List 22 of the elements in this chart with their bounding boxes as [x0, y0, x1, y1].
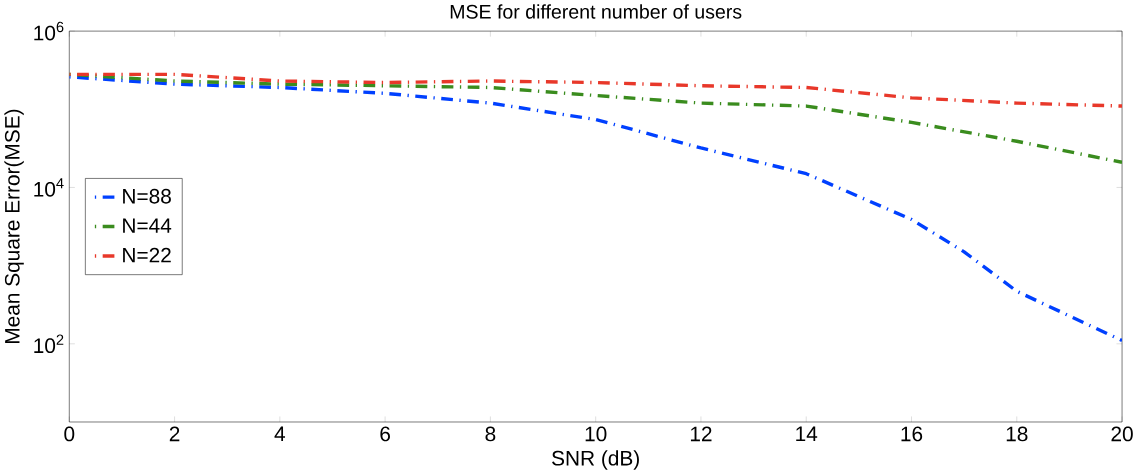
x-tick-label: 4 — [274, 426, 286, 441]
x-tick-label: 18 — [1006, 426, 1028, 442]
y-tick-label: 10$^{6}$ — [34, 21, 64, 41]
y-axis-title: Mean Square Error(MSE) — [4, 109, 24, 343]
legend-label: N=88 — [123, 188, 171, 204]
x-tick-label: 12 — [690, 426, 712, 442]
x-tick-label: 14 — [796, 426, 818, 441]
x-tick-label: 2 — [169, 426, 180, 442]
chart-title: MSE for different number of users — [450, 4, 742, 19]
x-tick-label: 16 — [901, 426, 923, 442]
x-tick-label: 6 — [380, 426, 390, 442]
legend-label: N=44 — [123, 218, 172, 233]
x-tick-label: 10 — [585, 426, 607, 442]
line-series — [69, 75, 1123, 343]
y-tick-label: 10$^{2}$ — [34, 334, 64, 354]
line-series — [69, 72, 1123, 108]
y-tick-label: 10$^{4}$ — [34, 178, 64, 197]
x-axis-title: SNR (dB) — [552, 450, 639, 470]
x-tick-label: 8 — [485, 426, 496, 442]
legend-label: N=22 — [123, 247, 171, 263]
x-tick-label: 0 — [64, 426, 75, 442]
x-tick-label: 20 — [1111, 426, 1133, 442]
